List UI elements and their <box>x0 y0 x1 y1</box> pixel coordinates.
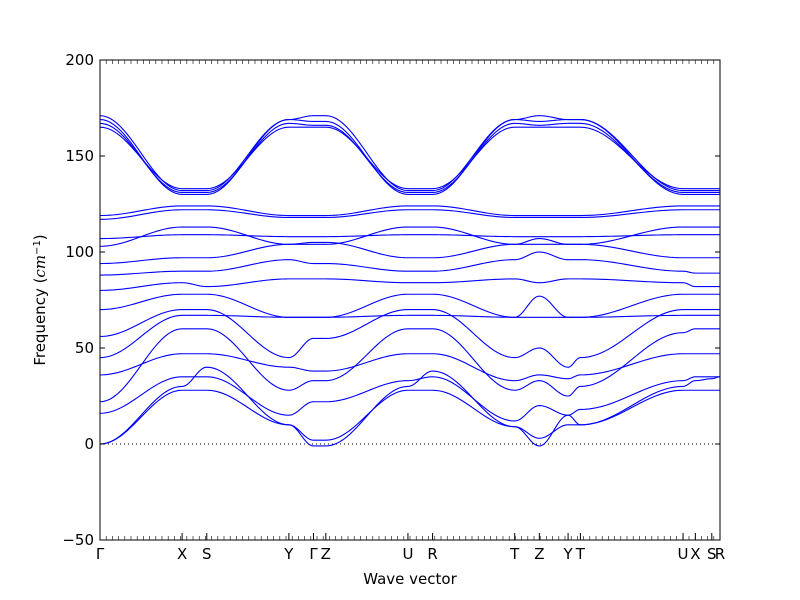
band-14 <box>100 209 720 220</box>
band-lines <box>100 115 720 447</box>
y-tick-label: 50 <box>75 339 94 357</box>
x-tick-label: R <box>427 545 437 563</box>
y-axis-label: Frequency (cm−1) <box>31 234 49 365</box>
band-18 <box>100 118 720 195</box>
x-tick-label: X <box>177 545 187 563</box>
plot-area <box>100 115 720 447</box>
band-13 <box>100 234 720 240</box>
x-tick-label: X <box>690 545 700 563</box>
y-tick-label: −50 <box>62 531 94 549</box>
y-axis-label-text: Frequency ( <box>31 278 49 366</box>
band-15 <box>100 205 720 217</box>
band-9 <box>100 278 720 291</box>
band-3 <box>100 376 720 422</box>
x-tick-label: Z <box>534 545 544 563</box>
x-tick-label: R <box>715 545 725 563</box>
x-tick-label: Z <box>321 545 331 563</box>
x-tick-label: Y <box>283 545 294 563</box>
y-axis-label-close: ) <box>31 234 49 240</box>
x-tick-label: Γ <box>309 545 318 563</box>
x-tick-label: T <box>509 545 520 563</box>
band-17 <box>100 122 720 194</box>
y-tick-label: 0 <box>84 435 94 453</box>
band-6 <box>100 314 720 359</box>
band-11 <box>100 238 720 265</box>
y-axis-label-unit: cm <box>31 255 49 278</box>
band-2 <box>100 389 720 445</box>
x-tick-label: U <box>402 545 413 563</box>
x-tick-label: T <box>575 545 586 563</box>
x-tick-label: U <box>678 545 689 563</box>
y-axis-label-exponent: −1 <box>32 240 43 255</box>
x-axis-label: Wave vector <box>363 570 457 588</box>
band-19 <box>100 115 720 192</box>
y-tick-label: 150 <box>65 147 94 165</box>
x-tick-label: Γ <box>96 545 105 563</box>
y-tick-label: 200 <box>65 51 94 69</box>
band-10 <box>100 251 720 276</box>
band-8 <box>100 293 720 318</box>
band-4 <box>100 328 720 403</box>
y-tick-label: 100 <box>65 243 94 261</box>
x-tick-label: Y <box>562 545 573 563</box>
x-tick-label: S <box>202 545 212 563</box>
band-7 <box>100 309 720 368</box>
band-5 <box>100 353 720 382</box>
x-tick-label: S <box>707 545 717 563</box>
